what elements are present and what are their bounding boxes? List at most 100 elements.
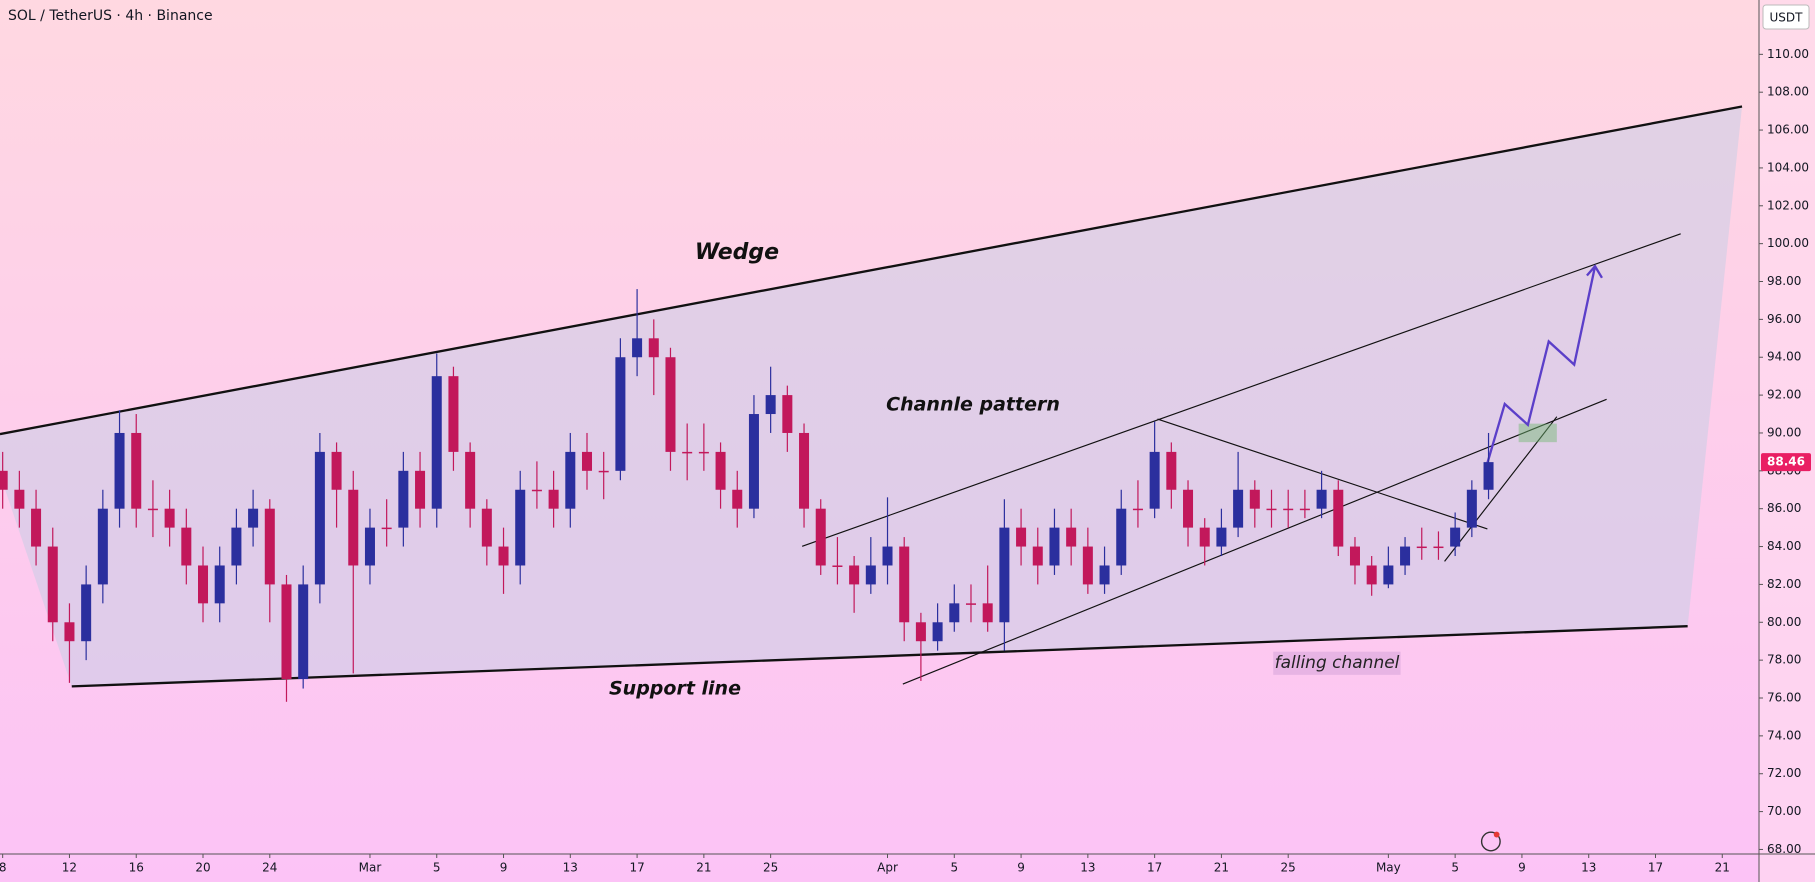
candle-body <box>1149 451 1160 509</box>
x-tick-label: 17 <box>629 861 644 875</box>
candle-body <box>131 432 142 509</box>
candle-body <box>1066 527 1077 547</box>
candle-body <box>1249 489 1260 509</box>
y-tick-label: 76.00 <box>1767 691 1801 705</box>
candle-body <box>31 508 42 547</box>
annotation: Channle pattern <box>886 394 1060 416</box>
x-tick-label: 21 <box>1214 861 1229 875</box>
x-tick-label: 13 <box>563 861 578 875</box>
candle-body <box>1400 546 1411 566</box>
y-tick-label: 86.00 <box>1767 501 1801 515</box>
candle-body <box>782 395 793 433</box>
candle-body <box>665 357 676 452</box>
candle-body <box>1032 546 1043 566</box>
candle-body <box>81 584 92 642</box>
candle-body <box>915 622 926 642</box>
candle-body <box>1299 508 1310 511</box>
candle-body <box>448 376 459 452</box>
candle-body <box>1333 489 1344 547</box>
replay-dot <box>1493 831 1500 838</box>
x-tick-label: 16 <box>129 861 144 875</box>
candle-body <box>548 489 559 509</box>
candles <box>0 289 1494 702</box>
candle-body <box>1216 527 1227 547</box>
candle-body <box>1383 565 1394 585</box>
candle-body <box>865 565 876 585</box>
candle-body <box>298 584 309 680</box>
x-tick-label: 17 <box>1648 861 1663 875</box>
y-tick-label: 74.00 <box>1767 728 1801 742</box>
y-tick-label: 104.00 <box>1767 160 1809 174</box>
last-price-box <box>1761 453 1811 472</box>
target-zone <box>1518 423 1557 443</box>
candle-body <box>982 603 993 623</box>
candle-body <box>698 451 709 454</box>
x-tick-label: 9 <box>1518 861 1526 875</box>
candle-body <box>1199 527 1210 547</box>
y-tick-label: 108.00 <box>1767 85 1809 99</box>
support-line <box>71 625 1688 688</box>
y-tick-label: 92.00 <box>1767 388 1801 402</box>
y-tick-label: 96.00 <box>1767 312 1801 326</box>
candle-body <box>164 508 175 528</box>
candle-body <box>1433 546 1444 549</box>
annotation: Support line <box>609 678 741 700</box>
annotation: falling channel <box>1275 653 1400 673</box>
candle-body <box>999 527 1010 623</box>
candle-body <box>97 508 108 585</box>
candle-body <box>47 546 58 623</box>
candle-body <box>364 527 375 566</box>
x-tick-label: 20 <box>195 861 210 875</box>
channel-lower <box>902 398 1607 685</box>
candle-body <box>398 470 409 528</box>
candle-body <box>348 489 359 566</box>
candle-body <box>581 451 593 471</box>
candle-body <box>381 527 392 530</box>
candle-body <box>1483 462 1494 490</box>
projection-path <box>1486 265 1597 464</box>
candle-body <box>1183 489 1194 528</box>
y-tick-label: 102.00 <box>1767 198 1809 212</box>
x-tick-label: 12 <box>62 861 77 875</box>
x-tick-label: 25 <box>763 861 778 875</box>
y-tick-label: 98.00 <box>1767 274 1801 288</box>
x-tick-label: 21 <box>696 861 711 875</box>
candle-body <box>899 546 910 623</box>
breakout-line <box>1444 416 1558 562</box>
candle-body <box>732 489 743 509</box>
x-tick-label: May <box>1376 861 1401 875</box>
x-tick-label: 13 <box>1581 861 1596 875</box>
candle-body <box>181 527 192 566</box>
candle-body <box>632 338 643 358</box>
candle-body <box>515 489 526 566</box>
candle-body <box>214 565 225 604</box>
candle-body <box>882 546 893 566</box>
y-tick-label: 78.00 <box>1767 653 1801 667</box>
x-tick-label: 9 <box>1017 861 1025 875</box>
falling-line <box>1157 418 1488 530</box>
last-price-label: 88.46 <box>1767 455 1805 469</box>
candle-body <box>815 508 826 566</box>
annotation: Wedge <box>695 240 779 265</box>
x-tick-label: 8 <box>0 861 6 875</box>
x-tick-label: 24 <box>262 861 277 875</box>
candle-body <box>64 622 75 642</box>
x-tick-label: 5 <box>950 861 958 875</box>
unit-box <box>1762 4 1810 30</box>
candle-body <box>1116 508 1127 566</box>
y-tick-label: 106.00 <box>1767 123 1809 137</box>
candle-body <box>498 546 509 566</box>
wedge-line <box>0 105 1743 436</box>
candle-body <box>949 603 960 623</box>
candle-body <box>14 489 25 509</box>
replay-icon <box>1480 831 1501 852</box>
y-tick-label: 84.00 <box>1767 539 1801 553</box>
candle-body <box>231 527 242 566</box>
candle-body <box>1266 508 1277 511</box>
y-tick-label: 90.00 <box>1767 425 1801 439</box>
candle-body <box>1283 508 1294 511</box>
y-tick-label: 110.00 <box>1767 47 1809 61</box>
label-bg <box>1273 651 1401 675</box>
